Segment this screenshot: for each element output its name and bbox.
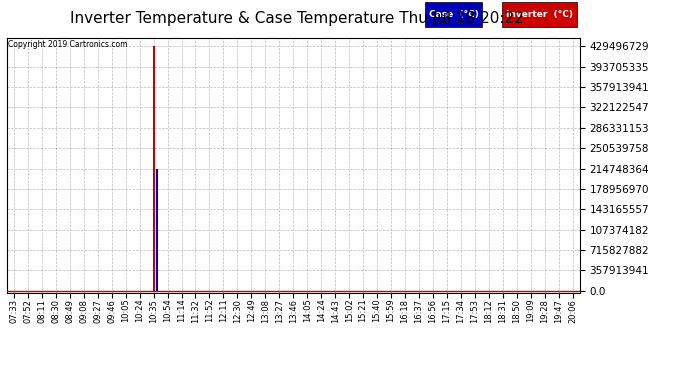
- FancyBboxPatch shape: [502, 2, 577, 27]
- Text: Case  (°C): Case (°C): [428, 10, 479, 19]
- FancyBboxPatch shape: [425, 2, 482, 27]
- Text: Inverter  (°C): Inverter (°C): [506, 10, 573, 19]
- Text: Copyright 2019 Cartronics.com: Copyright 2019 Cartronics.com: [8, 40, 128, 49]
- Text: Inverter Temperature & Case Temperature Thu Jul 18 20:22: Inverter Temperature & Case Temperature …: [70, 11, 524, 26]
